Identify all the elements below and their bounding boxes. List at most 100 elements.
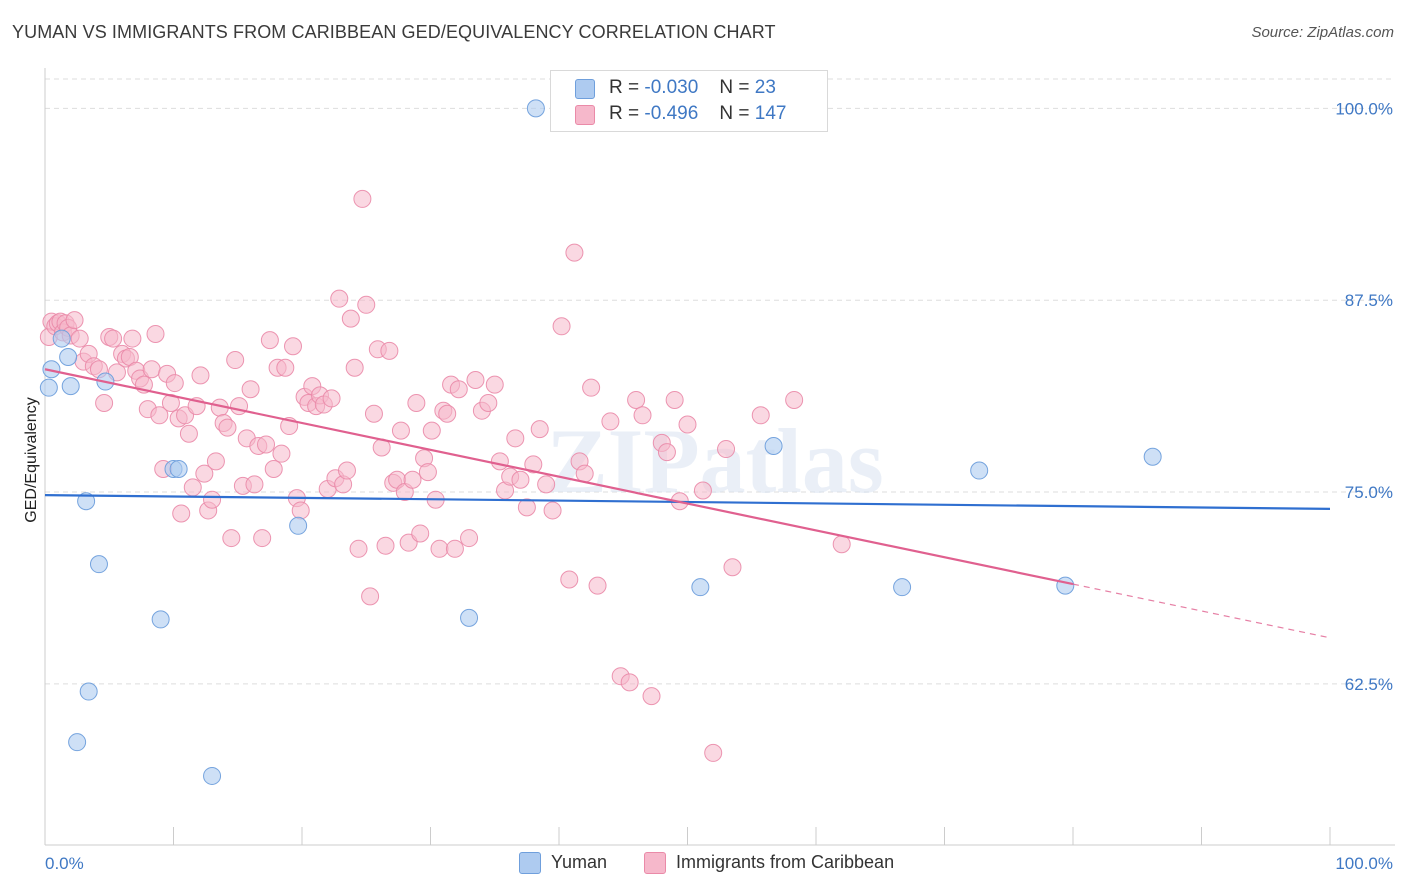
point-carib	[411, 524, 430, 543]
point-carib	[543, 501, 562, 520]
watermark: ZIPatlas	[546, 410, 883, 512]
point-carib	[226, 351, 245, 370]
point-carib	[380, 341, 399, 360]
tick-labels: 62.5% 75.0% 87.5% 100.0% 0.0% 100.0%	[45, 99, 1393, 873]
point-carib	[322, 389, 341, 408]
point-carib	[530, 420, 549, 439]
point-carib	[403, 470, 422, 489]
x-tick-label: 0.0%	[45, 854, 84, 873]
point-carib	[717, 440, 736, 459]
point-carib	[95, 394, 114, 413]
point-yuman	[691, 578, 710, 597]
point-carib	[751, 406, 770, 425]
point-carib	[627, 390, 646, 409]
bottom-legend-label-carib: Immigrants from Caribbean	[676, 852, 895, 872]
y-tick-label: 87.5%	[1345, 291, 1393, 310]
point-carib	[353, 189, 372, 208]
point-carib	[206, 452, 225, 471]
point-carib	[430, 539, 449, 558]
point-carib	[264, 460, 283, 479]
point-carib	[391, 421, 410, 440]
point-carib	[490, 452, 509, 471]
bottom-legend-swatch-carib	[644, 852, 666, 874]
point-yuman	[39, 378, 58, 397]
chart-title: YUMAN VS IMMIGRANTS FROM CARIBBEAN GED/E…	[12, 22, 776, 42]
legend-n-value: 23	[754, 77, 776, 98]
legend-text-carib: R = -0.496 N = 147	[609, 103, 786, 125]
point-carib	[601, 412, 620, 431]
point-carib	[222, 529, 241, 548]
point-carib	[657, 443, 676, 462]
point-carib	[345, 358, 364, 377]
legend-swatch-carib	[575, 105, 595, 125]
legend-r-value: -0.030	[644, 77, 699, 98]
point-carib	[284, 337, 303, 356]
point-carib	[665, 390, 684, 409]
point-carib	[361, 587, 380, 606]
y-axis-title: GED/Equivalency	[23, 397, 40, 522]
point-carib	[704, 743, 723, 762]
point-carib	[349, 539, 368, 558]
point-carib	[588, 576, 607, 595]
trend-lines	[44, 368, 1331, 639]
trend-line-carib-extension	[1072, 583, 1331, 639]
point-carib	[357, 295, 376, 314]
point-carib	[364, 404, 383, 423]
point-carib	[65, 311, 84, 330]
point-carib	[104, 329, 123, 348]
point-carib	[150, 406, 169, 425]
point-yuman	[77, 492, 96, 511]
point-carib	[438, 404, 457, 423]
point-carib	[620, 673, 639, 692]
point-yuman	[42, 360, 61, 379]
legend: R = -0.030 N = 23 R = -0.496 N = 147	[550, 70, 828, 132]
point-carib	[537, 475, 556, 494]
point-carib	[276, 358, 295, 377]
point-yuman	[526, 99, 545, 118]
point-carib	[693, 481, 712, 500]
point-yuman	[764, 436, 783, 455]
point-carib	[642, 687, 661, 706]
point-carib	[633, 406, 652, 425]
point-carib	[183, 478, 202, 497]
point-carib	[203, 490, 222, 509]
point-carib	[723, 558, 742, 577]
point-carib	[146, 324, 165, 343]
point-yuman	[169, 460, 188, 479]
bottom-legend-swatch-yuman	[519, 852, 541, 874]
point-carib	[449, 380, 468, 399]
point-carib	[142, 360, 161, 379]
point-yuman	[61, 377, 80, 396]
point-carib	[582, 378, 601, 397]
legend-r-label: R =	[609, 77, 640, 98]
point-carib	[785, 390, 804, 409]
point-yuman	[1056, 576, 1075, 595]
point-carib	[272, 444, 291, 463]
point-carib	[376, 536, 395, 555]
point-yuman	[79, 682, 98, 701]
x-tick-label: 100.0%	[1335, 854, 1393, 873]
source-credit: Source: ZipAtlas.com	[1251, 24, 1394, 41]
point-carib	[565, 243, 584, 262]
point-carib	[165, 374, 184, 393]
point-carib	[241, 380, 260, 399]
trend-line-carib	[44, 368, 1074, 586]
y-tick-label: 100.0%	[1335, 99, 1393, 118]
point-carib	[678, 415, 697, 434]
point-yuman	[893, 578, 912, 597]
point-yuman	[59, 347, 78, 366]
point-yuman	[89, 555, 108, 574]
point-carib	[179, 424, 198, 443]
point-carib	[466, 371, 485, 389]
point-yuman	[68, 733, 87, 752]
point-carib	[517, 498, 536, 517]
point-carib	[70, 329, 89, 348]
legend-text-yuman: R = -0.030 N = 23	[609, 77, 776, 99]
y-tick-label: 75.0%	[1345, 483, 1393, 502]
point-yuman	[289, 516, 308, 535]
point-carib	[552, 317, 571, 336]
point-carib	[575, 464, 594, 483]
point-carib	[253, 529, 272, 548]
point-carib	[123, 329, 142, 348]
point-carib	[260, 331, 279, 350]
